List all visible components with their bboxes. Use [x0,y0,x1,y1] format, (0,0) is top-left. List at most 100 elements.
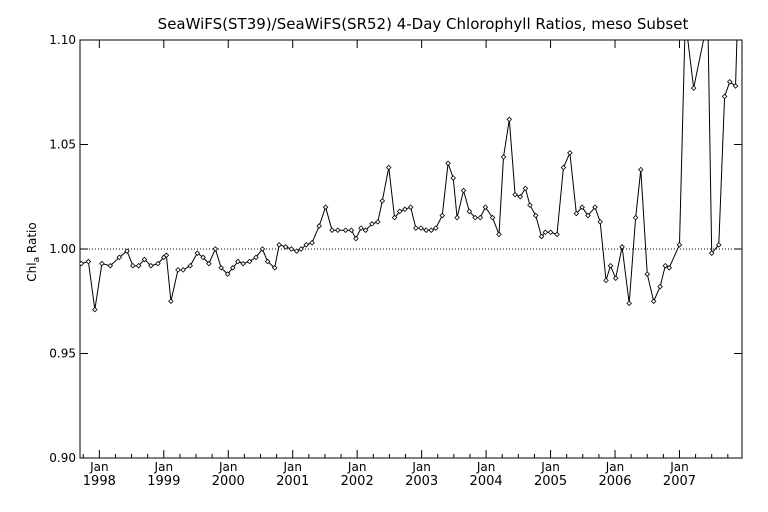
data-point [573,210,580,217]
data-point [293,248,300,254]
series-clip-group [80,17,739,313]
x-tick-year-label: 2007 [663,474,696,489]
data-point [298,246,304,252]
data-point [240,260,246,267]
data-series [80,17,739,313]
data-point [253,254,259,261]
data-point [135,262,142,269]
data-point [224,271,231,277]
data-point [85,258,92,265]
data-point [690,85,697,91]
y-axis-label-rest: Ratio [25,222,39,257]
x-tick-year-label: 2003 [405,474,438,489]
x-tick-year-label: 1998 [83,474,116,489]
y-tick-label: 0.90 [49,451,76,465]
data-point [644,271,651,277]
data-point [489,214,496,221]
data-point [218,265,224,271]
series-line [81,40,738,310]
x-tick-month-label: Jan [669,460,689,474]
data-point [358,225,364,231]
data-point [638,166,644,173]
x-tick-month-label: Jan [411,460,431,474]
data-point [329,227,335,233]
x-tick-year-label: 2001 [276,474,309,489]
data-point [538,233,545,240]
data-point [506,116,513,123]
data-point [168,298,174,305]
x-tick-month-label: Jan [154,460,174,474]
data-point [619,244,625,250]
data-point [716,242,722,248]
data-point [276,242,282,248]
data-point [271,265,278,271]
data-point [99,260,105,267]
x-tick-month-label: Jan [476,460,496,474]
data-point [194,250,201,256]
data-point [116,254,123,261]
data-point [335,227,341,233]
x-tick-month-label: Jan [282,460,302,474]
data-point [107,262,114,269]
data-point [391,214,398,221]
data-point [348,227,355,233]
data-point [148,262,154,269]
x-tick-month-label: Jan [347,460,367,474]
data-point [662,262,669,269]
data-point [612,275,619,282]
data-point [567,150,573,156]
data-point [472,214,478,221]
data-point [264,258,271,265]
data-point [603,277,609,284]
data-point [460,187,467,194]
data-point [735,17,739,21]
data-point [212,246,219,252]
data-point [396,208,403,215]
y-axis-label-subscript: a [32,257,42,263]
data-point [428,227,435,233]
x-tick-year-label: 2004 [470,474,503,489]
data-point [666,265,672,271]
chart-title: SeaWiFS(ST39)/SeaWiFS(SR52) 4-Day Chloro… [158,15,689,33]
data-point [512,191,518,198]
y-axis-label-base: Chl [25,262,39,281]
data-point [385,164,392,171]
data-point [554,231,560,238]
data-point [206,260,212,267]
x-tick-month-label: Jan [540,460,560,474]
data-point [362,227,369,233]
data-point [235,258,241,265]
data-point [676,242,683,248]
data-point [92,306,98,313]
data-point [342,227,349,233]
x-axis: Jan1998Jan1999Jan2000Jan2001Jan2002Jan20… [82,40,729,489]
data-point [626,300,632,307]
data-point [288,246,295,252]
data-point [632,214,639,221]
data-point [706,17,710,21]
data-point [466,208,473,215]
data-point [607,262,614,269]
data-point [650,298,657,305]
data-point [482,204,489,210]
data-point [547,229,554,236]
x-tick-year-label: 1999 [147,474,180,489]
data-point [230,265,236,271]
data-point [303,242,310,248]
y-tick-label: 0.95 [49,347,76,361]
y-axis-label: Chla Ratio [25,222,42,281]
data-point [496,231,502,238]
y-tick-label: 1.05 [49,138,76,152]
data-point [592,204,598,210]
data-point [80,260,85,267]
x-tick-month-label: Jan [89,460,109,474]
y-axis: 0.90 0.95 1.00 1.05 1.10 [49,33,742,465]
y-tick-label: 1.00 [49,242,76,256]
data-point [413,225,419,231]
x-tick-month-label: Jan [605,460,625,474]
data-point [657,283,663,290]
data-point [316,223,322,229]
x-tick-month-label: Jan [218,460,238,474]
x-tick-year-label: 2000 [212,474,245,489]
